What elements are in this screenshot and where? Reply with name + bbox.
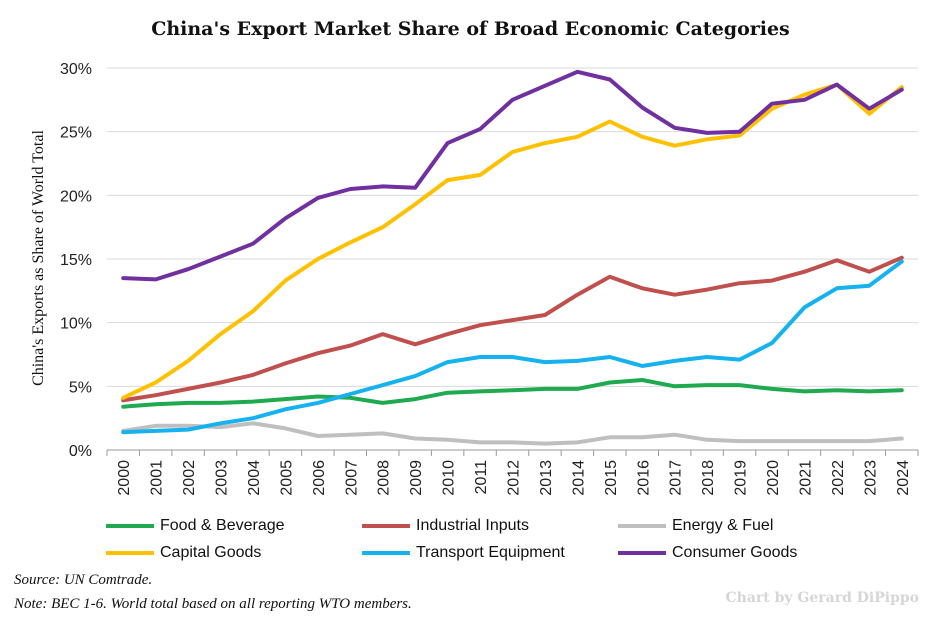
series-line-food-beverage [121,378,904,409]
x-tick-label: 2014 [570,460,587,496]
x-tick-label: 2017 [668,460,685,496]
series-line-industrial-inputs [121,255,904,403]
series-line-capital-goods [121,82,904,400]
x-tick-label: 2004 [246,460,263,496]
y-tick-label: 30% [60,61,92,78]
chart-credit: Chart by Gerard DiPippo [725,590,919,606]
y-tick-label: 25% [60,125,92,142]
x-tick-label: 2005 [278,460,295,496]
y-tick-label: 10% [60,316,92,333]
x-tick-label: 2021 [797,460,814,496]
x-tick-label: 2016 [635,460,652,496]
x-tick-label: 2006 [311,460,328,496]
y-tick-label: 0% [69,443,92,460]
x-tick-label: 2011 [473,460,490,495]
y-tick-label: 5% [69,379,92,396]
x-tick-label: 2010 [441,460,458,496]
x-tick-label: 2020 [765,460,782,496]
x-tick-label: 2019 [733,460,750,496]
x-tick-label: 2002 [181,460,198,496]
chart-title: China's Export Market Share of Broad Eco… [151,18,790,40]
x-tick-label: 2001 [149,460,166,496]
x-tick-label: 2007 [343,460,360,496]
x-tick-label: 2015 [603,460,620,496]
y-tick-label: 15% [60,252,92,269]
x-tick-label: 2013 [538,460,555,496]
source-note: Source: UN Comtrade. [14,572,153,588]
series-line-energy-fuel [121,421,904,446]
x-tick-label: 2000 [116,460,133,496]
y-tick-label: 20% [60,188,92,205]
x-tick-label: 2022 [830,460,847,496]
x-tick-label: 2012 [506,460,523,496]
x-tick-label: 2024 [895,460,912,496]
x-tick-label: 2003 [214,460,231,496]
x-tick-label: 2009 [408,460,425,496]
series-line-consumer-goods [121,69,904,282]
series-line-transport-equipment [121,259,904,435]
x-tick-label: 2008 [376,460,393,496]
x-tick-label: 2023 [862,460,879,496]
x-tick-label: 2018 [700,460,717,496]
methodology-note: Note: BEC 1-6. World total based on all … [14,596,412,612]
